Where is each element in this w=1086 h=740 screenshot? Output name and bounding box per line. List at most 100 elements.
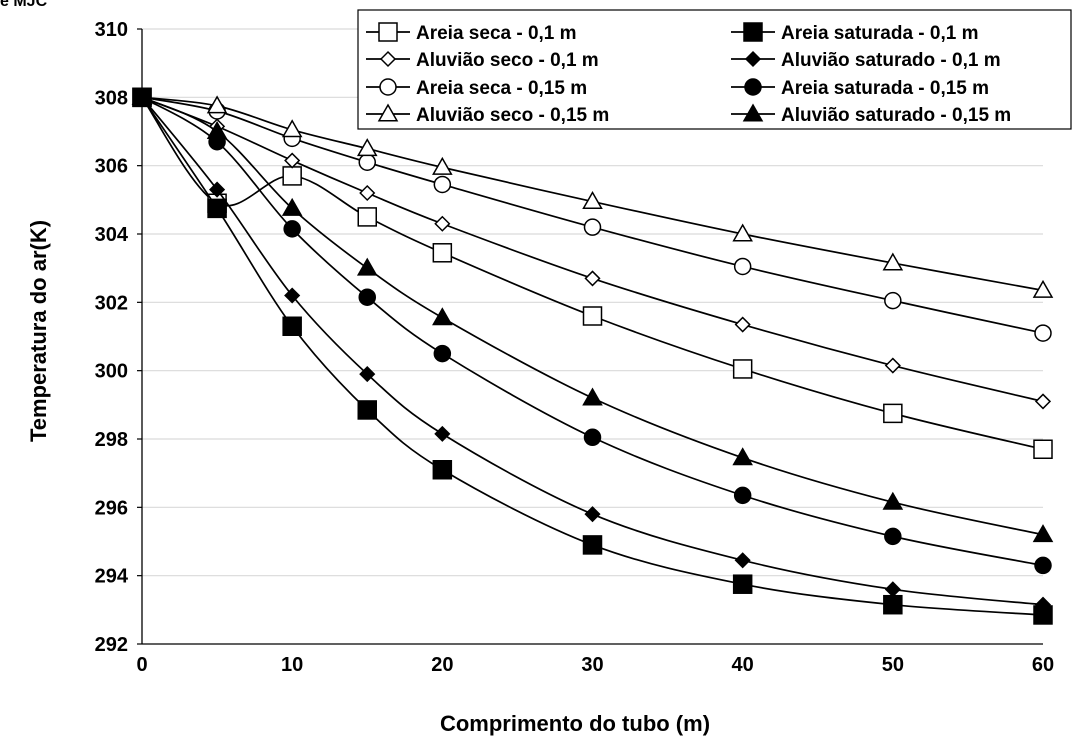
legend-item: Aluvião seco - 0,15 m — [366, 103, 609, 126]
data-point-marker — [283, 220, 301, 238]
data-point-marker — [207, 198, 227, 219]
data-point-marker — [582, 191, 603, 210]
legend-marker — [379, 50, 397, 68]
series-line — [141, 96, 1044, 403]
x-tick-label: 10 — [281, 654, 303, 676]
x-tick-label: 20 — [431, 654, 453, 676]
series-line — [141, 96, 1044, 616]
x-tick-label: 30 — [581, 654, 603, 676]
data-point-marker — [356, 257, 378, 276]
data-point-marker — [584, 270, 601, 287]
legend-item: Aluvião saturado - 0,15 m — [731, 103, 1011, 126]
data-point-marker — [131, 86, 153, 105]
legend-box — [357, 9, 1072, 130]
data-point-marker — [357, 400, 377, 420]
data-point-marker — [359, 366, 376, 383]
legend-marker — [744, 50, 762, 68]
data-point-marker — [432, 460, 453, 480]
legend-item: Aluvião saturado - 0,1 m — [731, 50, 1001, 71]
legend-label: Areia seca - 0,15 m — [416, 78, 587, 99]
x-axis-title: Comprimento do tubo (m) — [440, 711, 710, 736]
data-point-marker — [359, 184, 376, 202]
series-line — [141, 96, 1044, 334]
data-point-marker — [432, 307, 453, 326]
data-point-marker — [732, 447, 753, 466]
series-line — [141, 96, 1044, 606]
series-line — [141, 96, 1044, 567]
corner-label: e MJC — [0, 0, 48, 10]
data-point-marker — [1034, 324, 1052, 342]
legend-item: Areia saturada - 0,1 m — [731, 22, 978, 44]
data-point-marker — [206, 120, 228, 139]
data-point-marker — [582, 535, 603, 555]
legend-item: Areia seca - 0,15 m — [366, 78, 587, 99]
x-tick-label: 0 — [136, 654, 147, 676]
data-point-marker — [358, 288, 376, 306]
data-point-marker — [434, 215, 451, 232]
data-point-marker — [432, 243, 453, 263]
data-point-marker — [433, 344, 452, 363]
data-point-marker — [734, 316, 751, 333]
legend-label: Aluvião saturado - 0,1 m — [781, 50, 1001, 71]
legend-label: Aluvião seco - 0,15 m — [416, 105, 609, 126]
legend-item: Aluvião seco - 0,1 m — [366, 50, 599, 71]
data-point-marker — [884, 581, 901, 598]
data-point-marker — [432, 156, 453, 175]
y-tick-label: 310 — [95, 19, 128, 41]
data-point-marker — [884, 357, 901, 374]
data-point-marker — [582, 387, 603, 406]
legend-label: Areia saturada - 0,15 m — [781, 78, 989, 99]
data-point-marker — [882, 252, 904, 271]
data-point-marker — [882, 491, 904, 510]
y-tick-label: 304 — [95, 224, 129, 246]
legend-marker — [742, 103, 764, 122]
data-point-marker — [732, 223, 753, 242]
x-tick-label: 50 — [882, 654, 904, 676]
series-2 — [132, 87, 1053, 625]
data-point-marker — [434, 425, 451, 442]
x-tick-labels: 0 10 20 30 40 50 60 — [136, 654, 1054, 676]
data-point-marker — [583, 218, 602, 236]
legend-marker — [743, 22, 763, 42]
y-axis-title: Temperatura do ar(K) — [26, 220, 51, 442]
y-tick-labels: 292 294 296 298 300 302 304 306 308 310 — [95, 19, 129, 656]
legend-label: Aluvião seco - 0,1 m — [416, 50, 599, 71]
legend-label: Areia saturada - 0,1 m — [781, 23, 978, 44]
data-point-marker — [1034, 596, 1052, 613]
data-point-marker — [206, 95, 228, 114]
data-point-marker — [282, 166, 302, 186]
data-point-marker — [281, 197, 303, 216]
legend-marker — [744, 78, 762, 96]
data-point-marker — [583, 428, 602, 447]
data-point-marker — [356, 138, 378, 157]
data-point-marker — [281, 119, 303, 138]
series-group — [131, 86, 1054, 625]
legend-label: Areia seca - 0,1 m — [416, 23, 577, 44]
y-tick-label: 296 — [95, 497, 128, 519]
data-point-marker — [1034, 393, 1052, 410]
data-point-marker — [1034, 556, 1052, 575]
data-point-marker — [883, 403, 903, 424]
data-point-marker — [282, 316, 302, 336]
legend-item: Areia seca - 0,1 m — [366, 22, 577, 44]
series-line — [141, 96, 1044, 451]
data-point-marker — [357, 207, 377, 227]
y-tick-label: 292 — [95, 634, 128, 656]
series-6 — [133, 88, 1052, 575]
axes — [137, 28, 1043, 645]
data-point-marker — [884, 291, 902, 310]
series-line — [141, 96, 1044, 292]
data-point-marker — [284, 152, 301, 169]
series-8 — [131, 86, 1054, 543]
data-point-marker — [358, 153, 376, 171]
x-tick-label: 40 — [732, 654, 754, 676]
y-tick-label: 300 — [95, 361, 128, 383]
y-tick-label: 306 — [95, 156, 128, 178]
legend-marker — [378, 22, 398, 42]
data-point-marker — [209, 181, 226, 198]
data-point-marker — [884, 527, 902, 546]
legend-marker — [379, 78, 397, 96]
legend-label: Aluvião saturado - 0,15 m — [781, 105, 1011, 126]
data-point-marker — [1032, 524, 1054, 543]
